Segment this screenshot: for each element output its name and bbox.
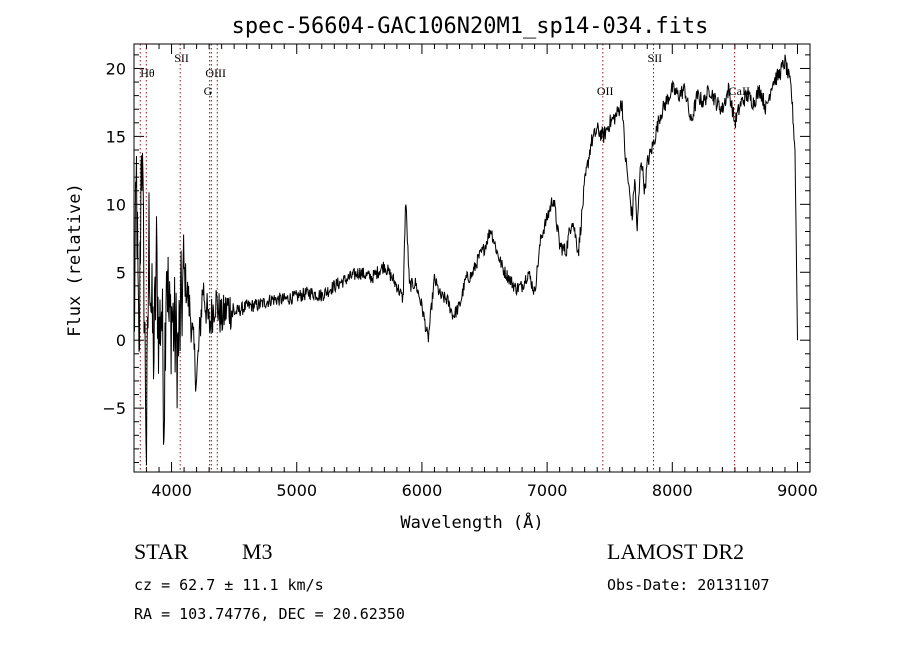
line-label: OIII — [205, 66, 226, 80]
x-tick-label: 6000 — [402, 481, 443, 500]
spectral-class: STAR — [134, 539, 189, 564]
y-tick-label: 20 — [106, 59, 126, 78]
sky-coordinates: RA = 103.74776, DEC = 20.62350 — [134, 605, 405, 623]
y-tick-label: 0 — [116, 331, 126, 350]
line-label: SII — [174, 51, 189, 65]
y-tick-label: 10 — [106, 195, 126, 214]
line-label: Hθ — [140, 66, 155, 80]
x-axis-label: Wavelength (Å) — [400, 511, 543, 533]
spectrum-line — [133, 54, 798, 466]
line-label: SII — [648, 51, 663, 65]
y-tick-label: −5 — [102, 399, 126, 418]
x-tick-label: 9000 — [777, 481, 818, 500]
minor-ticks — [133, 44, 811, 472]
y-axis-label: Flux (relative) — [65, 183, 85, 337]
x-tick-label: 4000 — [151, 481, 192, 500]
spectral-line-markers — [139, 44, 736, 472]
chart-title: spec-56604-GAC106N20M1_sp14-034.fits — [232, 14, 709, 39]
x-tick-label: 5000 — [276, 481, 317, 500]
redshift-cz: cz = 62.7 ± 11.1 km/s — [134, 576, 324, 594]
spectral-subclass: M3 — [242, 539, 273, 564]
x-tick-label: 8000 — [652, 481, 693, 500]
survey-name: LAMOST DR2 — [607, 539, 744, 564]
line-label: OII — [597, 84, 614, 98]
plot-border — [133, 43, 811, 473]
y-tick-label: 15 — [106, 127, 126, 146]
y-tick-label: 5 — [116, 263, 126, 282]
line-label: G — [204, 84, 213, 98]
observation-date: Obs-Date: 20131107 — [607, 576, 770, 594]
tick-labels: 4000 5000 6000 7000 8000 9000 −5 0 5 10 15 20 — [102, 59, 817, 500]
plot-frame — [133, 43, 811, 473]
x-tick-label: 7000 — [527, 481, 568, 500]
